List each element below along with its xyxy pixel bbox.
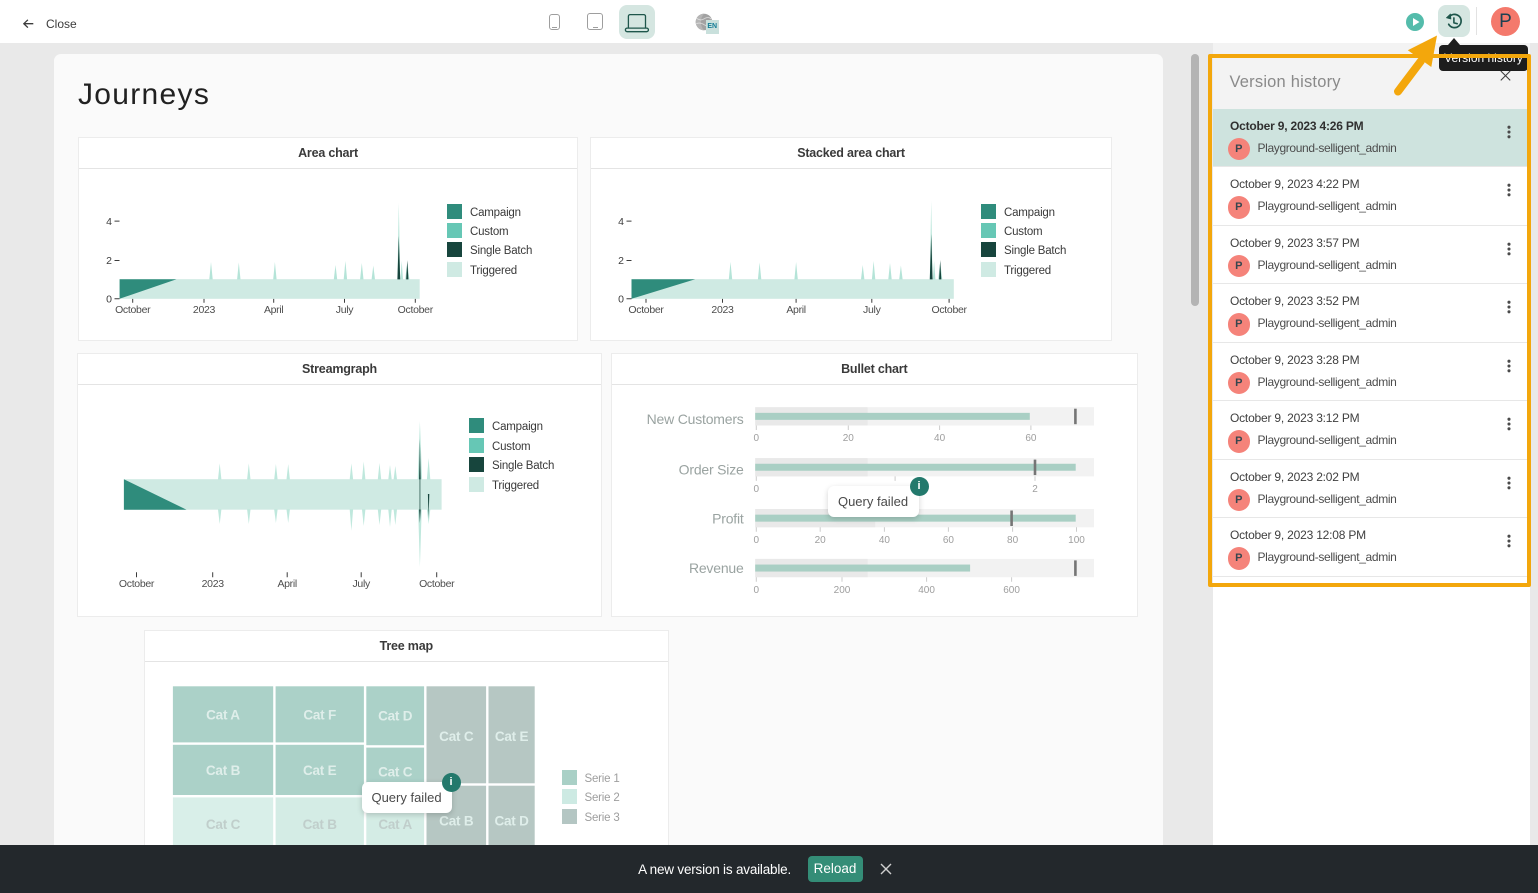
svg-text:100: 100 — [1068, 535, 1085, 546]
svg-text:0: 0 — [753, 433, 759, 444]
svg-text:60: 60 — [942, 535, 954, 546]
svg-text:2: 2 — [618, 255, 624, 267]
svg-text:80: 80 — [1007, 535, 1019, 546]
svg-text:New Customers: New Customers — [646, 411, 743, 427]
svg-text:2: 2 — [106, 255, 112, 267]
svg-text:40: 40 — [934, 433, 946, 444]
svg-text:Cat E: Cat E — [494, 729, 528, 744]
svg-text:2: 2 — [1032, 484, 1038, 495]
svg-text:2023: 2023 — [202, 578, 225, 590]
svg-text:20: 20 — [814, 535, 826, 546]
svg-text:0: 0 — [106, 293, 112, 305]
svg-text:Cat E: Cat E — [302, 763, 336, 778]
svg-text:Cat C: Cat C — [439, 729, 474, 744]
svg-text:April: April — [277, 578, 297, 590]
svg-text:0: 0 — [618, 293, 624, 305]
svg-text:July: July — [863, 304, 882, 316]
svg-text:200: 200 — [833, 585, 850, 596]
svg-text:Profit: Profit — [712, 511, 744, 527]
svg-text:Cat C: Cat C — [205, 817, 240, 832]
svg-text:Cat F: Cat F — [303, 707, 336, 722]
svg-text:July: July — [336, 304, 355, 316]
svg-text:Cat A: Cat A — [378, 817, 412, 832]
svg-text:October: October — [119, 578, 155, 590]
svg-text:April: April — [264, 304, 284, 316]
svg-text:October: October — [419, 578, 455, 590]
svg-text:October: October — [628, 304, 664, 316]
svg-text:Cat D: Cat D — [494, 813, 529, 828]
svg-text:2023: 2023 — [711, 304, 734, 316]
svg-text:400: 400 — [918, 585, 935, 596]
svg-text:Cat B: Cat B — [439, 813, 474, 828]
svg-text:Revenue: Revenue — [688, 560, 743, 576]
svg-text:Order Size: Order Size — [678, 462, 743, 478]
svg-text:40: 40 — [878, 535, 890, 546]
svg-text:July: July — [352, 578, 371, 590]
svg-text:Cat B: Cat B — [205, 763, 240, 778]
svg-text:April: April — [786, 304, 806, 316]
svg-text:0: 0 — [753, 535, 759, 546]
svg-text:October: October — [931, 304, 967, 316]
svg-text:0: 0 — [753, 484, 759, 495]
svg-text:Cat B: Cat B — [302, 817, 337, 832]
svg-text:October: October — [398, 304, 434, 316]
svg-text:60: 60 — [1025, 433, 1037, 444]
svg-text:600: 600 — [1003, 585, 1020, 596]
svg-text:20: 20 — [842, 433, 854, 444]
svg-text:4: 4 — [618, 215, 624, 227]
svg-text:Cat D: Cat D — [378, 708, 413, 723]
svg-text:October: October — [115, 304, 151, 316]
svg-text:0: 0 — [753, 585, 759, 596]
svg-text:4: 4 — [106, 215, 112, 227]
svg-text:2023: 2023 — [193, 304, 216, 316]
svg-text:Cat C: Cat C — [378, 764, 413, 779]
svg-text:Cat A: Cat A — [206, 707, 240, 722]
